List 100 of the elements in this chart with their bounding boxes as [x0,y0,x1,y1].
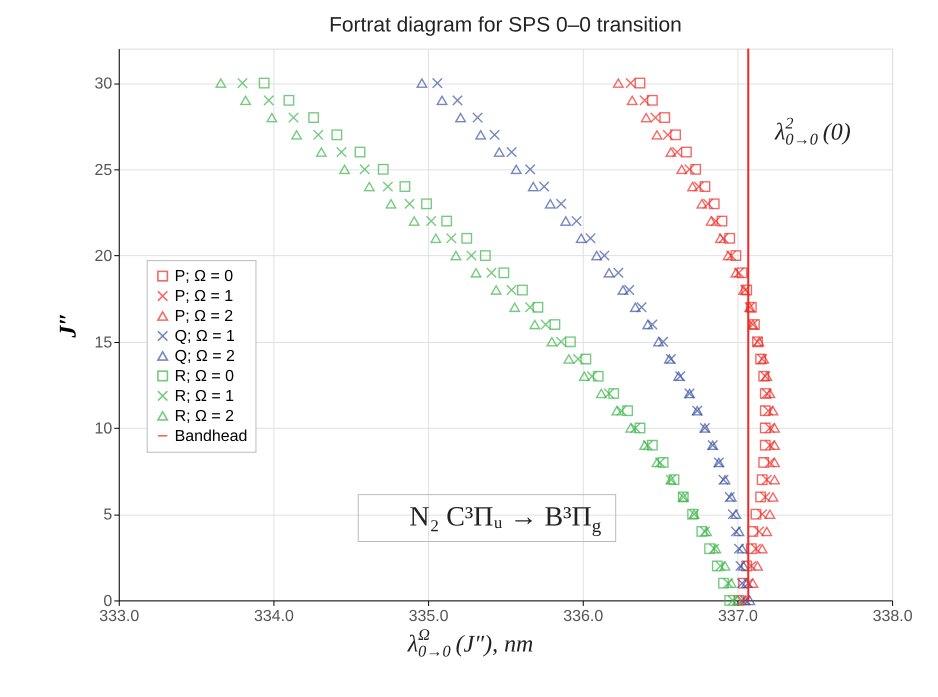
point [486,267,497,278]
legend-label: P; Ω = 2 [174,308,234,326]
legend-label: R; Ω = 2 [174,408,234,425]
point [426,216,437,226]
legend-label: Q; Ω = 1 [174,328,236,345]
point [684,164,695,175]
point [696,526,708,537]
point [650,112,661,124]
point [529,320,540,330]
legend-label: R; Ω = 1 [174,388,234,405]
point [704,543,716,554]
point [316,147,327,157]
point [215,78,226,88]
point [658,457,669,468]
point [636,302,647,313]
point [720,561,730,571]
point [754,526,765,537]
point [646,440,658,451]
point [266,112,278,122]
point [586,370,598,382]
point [741,560,752,572]
point [662,129,674,140]
point [652,458,662,468]
point [700,181,710,192]
point [283,94,294,106]
point [718,578,729,589]
point [736,267,748,278]
y-axis-title: J″ [56,312,82,339]
point [538,181,550,192]
point [604,388,614,399]
point [549,319,560,330]
point [608,388,620,399]
point [760,492,771,502]
point [339,164,350,174]
legend-label: R; Ω = 0 [174,368,234,385]
point [506,146,518,158]
point [378,164,389,175]
point [769,474,780,485]
y-tick-label: 5 [103,506,112,524]
y-tick-label: 0 [103,592,112,610]
point [331,129,342,140]
point [258,78,270,89]
point [470,268,482,278]
point [710,216,722,226]
legend-label: P; Ω = 0 [174,268,234,286]
point [386,199,396,209]
x-tick-label: 335.0 [408,608,449,625]
x-tick-label: 334.0 [254,608,294,625]
point [585,232,596,244]
point [687,182,698,192]
point [528,182,539,192]
point [560,216,572,226]
point [762,405,774,416]
point [646,94,658,106]
point [446,232,457,244]
point [596,388,607,398]
point [291,130,302,140]
point [639,440,650,450]
point [646,319,658,330]
point [592,370,604,382]
point [546,336,558,347]
point [665,147,676,157]
point [734,267,744,278]
point [308,112,320,124]
point [747,578,758,588]
point [578,371,590,382]
point [540,319,552,330]
x-tick-label: 336.0 [563,608,604,625]
point [714,560,726,572]
point [768,406,778,416]
point [517,284,528,296]
point [658,336,669,348]
point [564,336,576,348]
point [450,250,462,260]
point [455,112,466,122]
point [659,112,670,124]
point [510,164,522,174]
point [760,405,771,416]
point [639,94,650,106]
point [498,267,510,278]
point [676,164,688,174]
point [616,405,627,416]
y-tick-label: 25 [94,162,112,179]
point [336,146,347,158]
point [769,440,780,450]
point [630,422,641,434]
point [730,509,742,520]
point [730,268,742,278]
point [727,594,738,606]
point [736,544,748,554]
point [466,250,477,261]
point [626,96,638,106]
point [642,320,654,330]
point [618,285,628,295]
point [706,216,717,226]
point [612,78,624,88]
point [714,233,726,244]
point [576,233,587,244]
x-tick-label: 333.0 [99,608,140,625]
point [761,526,772,536]
